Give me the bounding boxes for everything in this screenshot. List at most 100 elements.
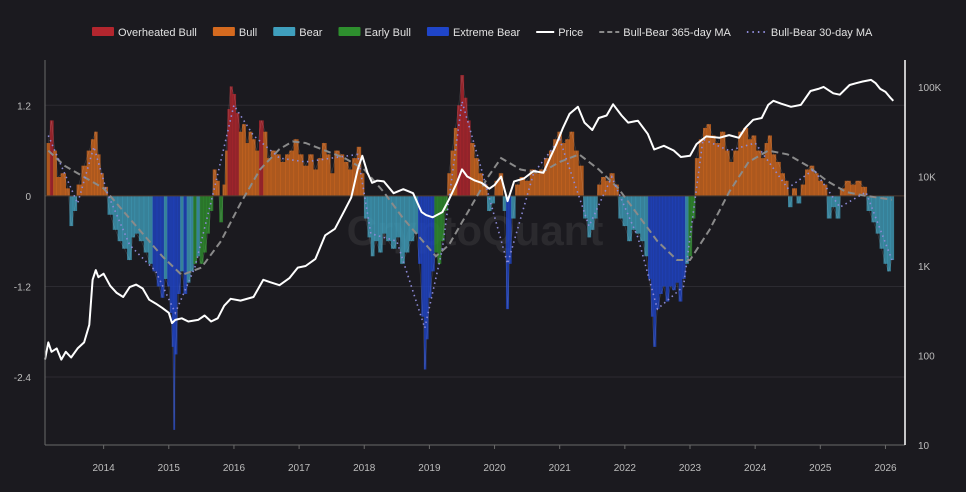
bull-bear-bar — [534, 173, 540, 196]
bull-bear-bar — [100, 173, 104, 196]
bull-bear-bar — [565, 139, 570, 196]
bull-bear-bar — [498, 173, 504, 196]
bull-bear-bar — [413, 195, 419, 234]
bull-bear-bar — [487, 195, 492, 211]
legend-item[interactable]: Bull — [212, 27, 257, 39]
legend-item[interactable]: Early Bull — [338, 27, 411, 39]
bull-bear-bar — [672, 195, 676, 291]
bull-bear-bar — [760, 158, 766, 196]
bull-bear-bar — [81, 165, 88, 196]
bull-bear-bar — [587, 195, 592, 238]
bull-bear-bar — [706, 124, 712, 196]
bull-bear-bar — [529, 169, 536, 196]
bull-bear-bar — [363, 195, 368, 219]
bull-bear-bar — [515, 184, 521, 196]
price-line — [44, 78, 895, 361]
bull-bear-bar — [148, 195, 153, 264]
ma-30-line-group — [47, 101, 893, 332]
x-tick-label: 2016 — [223, 463, 246, 474]
bull-bear-bar — [688, 195, 693, 257]
legend-item[interactable]: Extreme Bear — [426, 27, 521, 39]
tick-labels: 1.2 0 -1.2 -2.4 100K 10K 1K 100 10 2014 2015 2016 20… — [14, 83, 942, 474]
legend[interactable]: Overheated Bull Bull Bear Early Bull Extreme… — [92, 27, 873, 39]
legend-item[interactable]: Bull-Bear 365-day MA — [599, 27, 732, 39]
bull-bear-bar — [890, 195, 895, 261]
y-left-tick-label: -2.4 — [14, 373, 32, 384]
bull-bear-bar — [804, 169, 811, 196]
legend-item[interactable]: Bull-Bear 30-day MA — [746, 27, 873, 39]
bull-bear-bar — [569, 131, 575, 196]
bull-bear-bar — [176, 195, 181, 295]
bull-bear-bar — [791, 188, 798, 196]
bull-bear-bar — [826, 195, 832, 219]
bull-bear-bar — [289, 150, 295, 196]
bull-bear-bar — [681, 195, 686, 279]
bull-bear-bar — [631, 195, 637, 230]
legend-label: Price — [558, 27, 583, 39]
bull-bear-bar — [206, 195, 211, 234]
bull-bear-bar — [330, 173, 335, 196]
bull-bear-bar — [605, 180, 611, 196]
bull-bear-bar — [423, 195, 427, 370]
bull-bear-bar — [561, 143, 566, 196]
bull-bear-bar — [160, 195, 165, 298]
bull-bear-bar — [90, 139, 95, 196]
bull-bear-bar — [112, 195, 119, 230]
bull-bear-bar — [751, 135, 757, 196]
bull-bear-bar — [235, 112, 240, 196]
bull-bear-bar — [703, 127, 708, 196]
bull-bear-bar — [771, 154, 777, 196]
bull-bear-bar — [662, 195, 667, 287]
bull-bear-bar — [196, 195, 201, 257]
bull-bear-bar — [386, 195, 392, 242]
legend-item[interactable]: Bear — [273, 27, 323, 39]
bull-bear-bar — [573, 150, 579, 196]
bull-bear-bar — [668, 195, 673, 287]
bull-bear-bar — [53, 150, 57, 196]
bull-bear-bar — [508, 195, 512, 264]
bull-bear-bar — [544, 158, 550, 196]
bull-bear-bar — [313, 169, 319, 196]
x-tick-label: 2023 — [679, 463, 702, 474]
bull-bear-bar — [222, 184, 226, 196]
bull-bear-bar — [883, 195, 888, 264]
legend-swatch — [273, 27, 296, 36]
bull-bear-bar — [831, 195, 837, 208]
bull-bear-bar — [835, 195, 841, 219]
bull-bear-bar — [360, 173, 365, 196]
bull-bear-bar — [844, 180, 851, 196]
bull-bear-bar — [263, 131, 268, 196]
bull-bear-bar — [747, 139, 753, 196]
legend-item[interactable]: Overheated Bull — [92, 27, 197, 39]
bull-bear-bar — [698, 139, 704, 196]
bull-bear-bar — [578, 165, 584, 196]
ma-365-line-group — [47, 140, 893, 277]
bull-bear-bar — [334, 150, 340, 196]
bull-bear-bar — [685, 195, 689, 264]
bull-bear-bar — [374, 195, 379, 242]
bull-bear-bar — [775, 161, 781, 196]
legend-label: Bull-Bear 30-day MA — [771, 27, 873, 39]
bull-bear-bar — [813, 173, 819, 196]
bull-bear-bar — [440, 195, 445, 242]
legend-item[interactable]: Price — [536, 27, 583, 39]
bull-bear-bar — [86, 150, 92, 196]
bull-bear-bar — [390, 195, 397, 249]
bull-bear-bar — [367, 195, 372, 238]
legend-label: Bull-Bear 365-day MA — [623, 27, 731, 39]
bull-bear-bar — [152, 195, 158, 272]
bull-bear-bar — [583, 195, 588, 219]
bull-bear-bar — [356, 146, 362, 196]
bull-bear-bar — [437, 195, 442, 264]
x-tick-label: 2025 — [809, 463, 832, 474]
bull-bear-bar — [189, 195, 194, 272]
bull-bear-bar — [169, 195, 173, 313]
bull-bear-bar — [453, 127, 458, 196]
bull-bear-bar — [421, 195, 425, 317]
bull-bear-bar — [764, 143, 769, 196]
bull-bear-bar — [861, 186, 868, 196]
bull-bear-bar — [76, 184, 82, 196]
bull-bear-bar — [285, 154, 290, 196]
bull-bear-bar — [266, 158, 272, 196]
bull-bear-bar — [131, 195, 136, 238]
